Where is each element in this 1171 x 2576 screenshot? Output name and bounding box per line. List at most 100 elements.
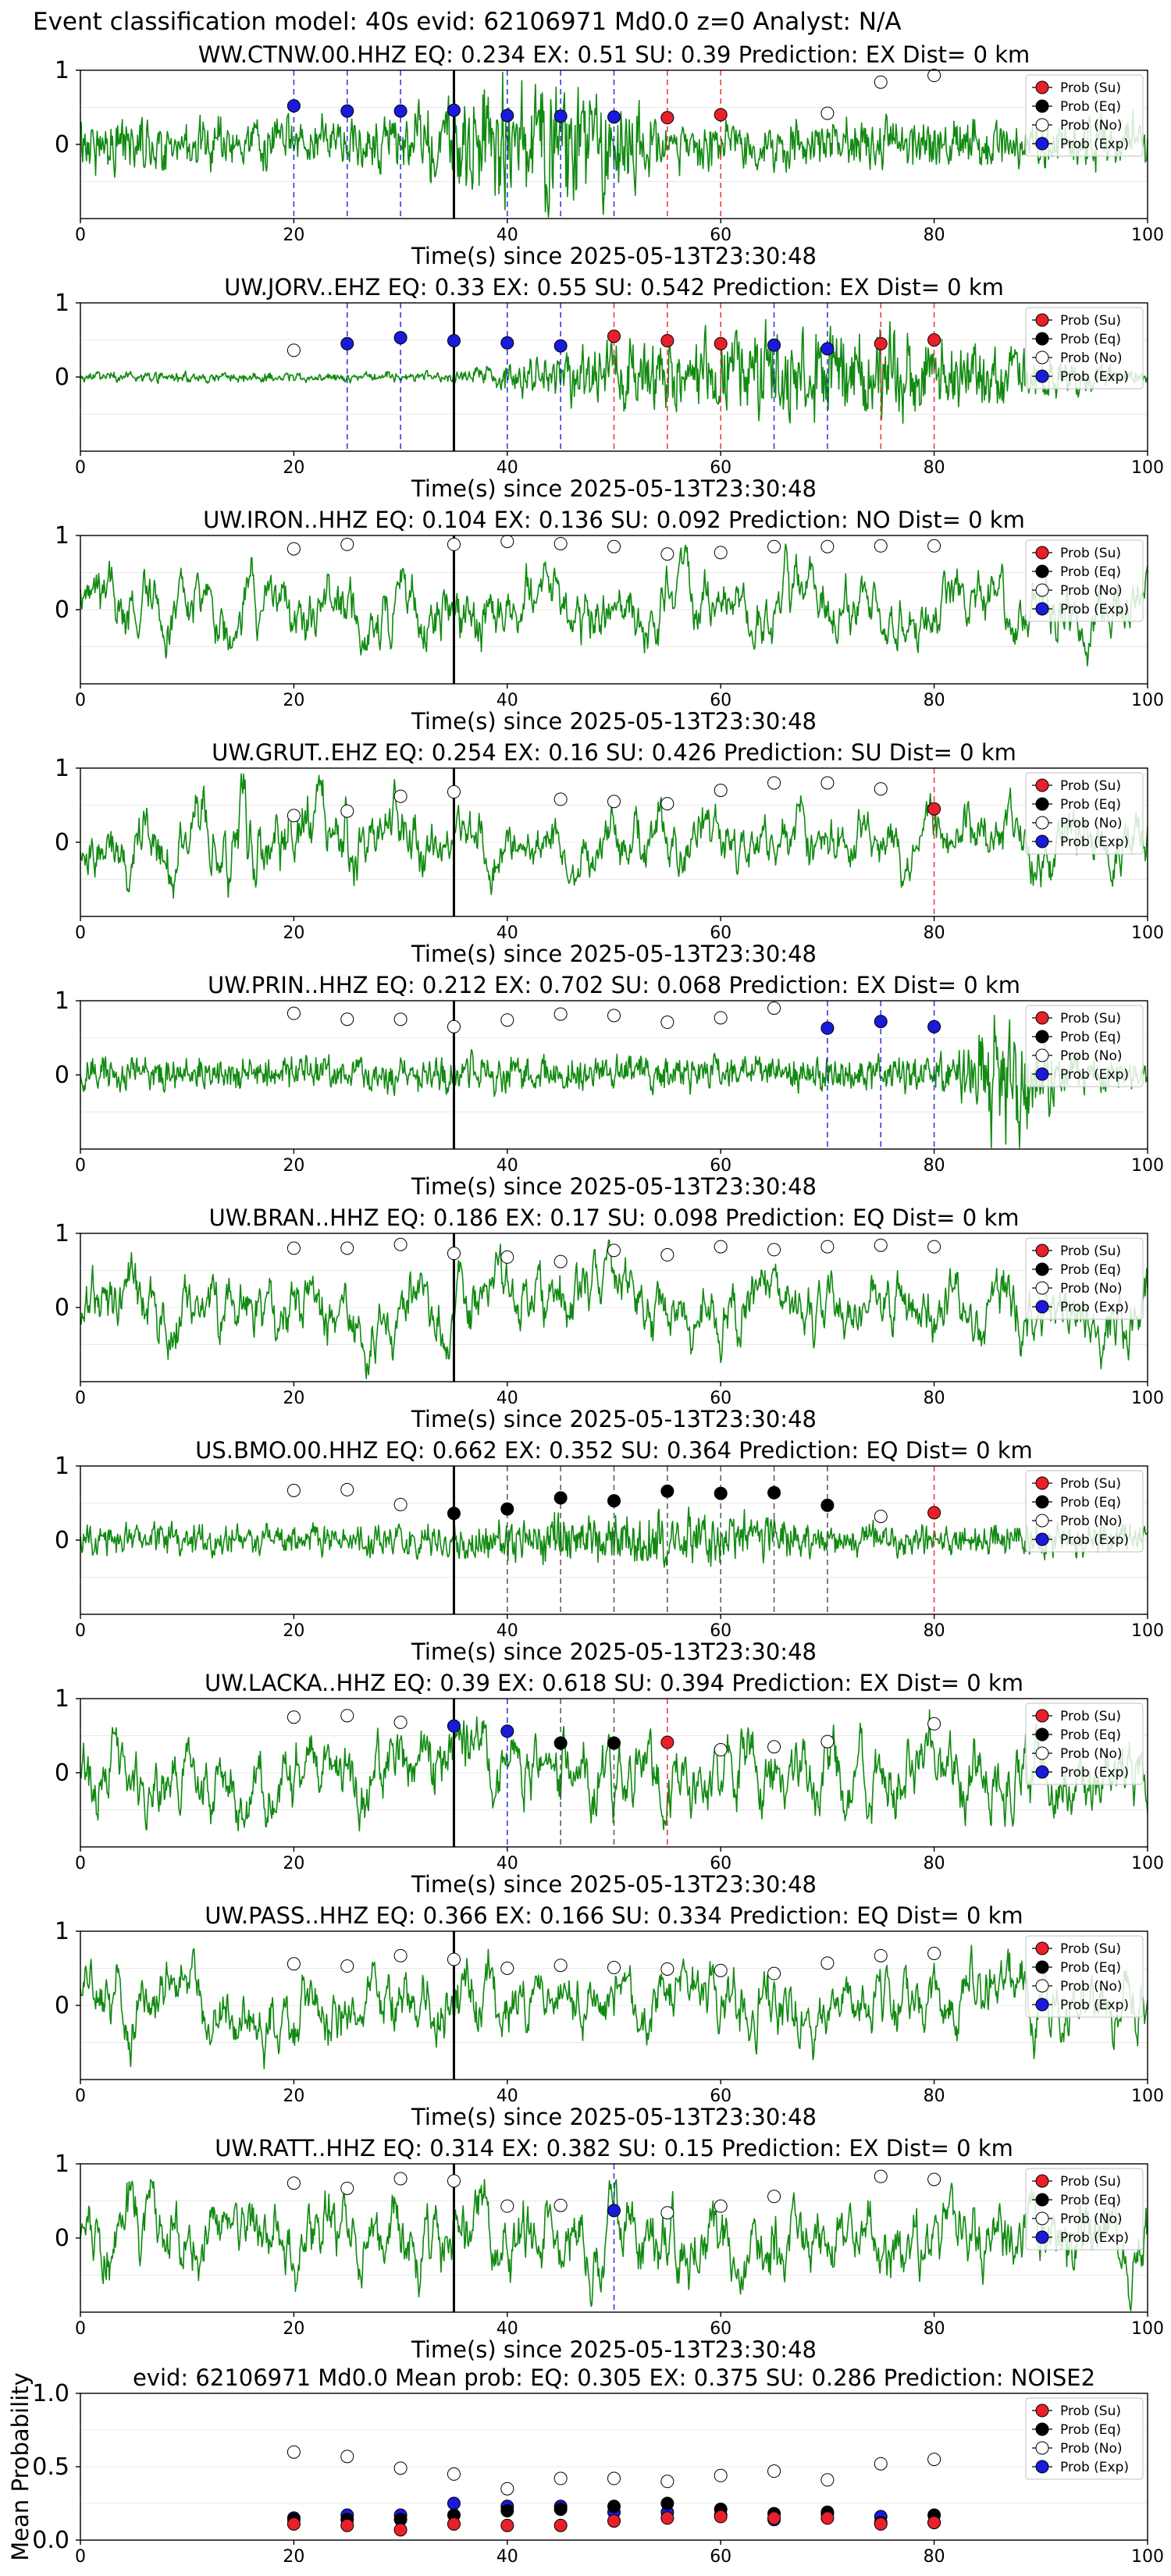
panel-10-legend-box — [1025, 2168, 1144, 2250]
panel-3-ytick-label: 1 — [55, 522, 69, 550]
panel-3-marker-no — [714, 546, 728, 560]
panel-9-ytick-label: 1 — [55, 1918, 69, 1945]
panel-6-xtick-label: 60 — [710, 1389, 731, 1408]
panel-3: UW.IRON..HHZ EQ: 0.104 EX: 0.136 SU: 0.0… — [55, 507, 1164, 735]
panel-2-legend-marker — [1035, 350, 1049, 365]
panel-9: UW.PASS..HHZ EQ: 0.366 EX: 0.166 SU: 0.3… — [55, 1902, 1164, 2130]
panel-6-marker-no — [820, 1240, 835, 1254]
panel-1-ytick-label: 0 — [55, 131, 69, 158]
panel-3-xtick-label: 100 — [1131, 691, 1164, 710]
panel-mean-point-probno — [714, 2468, 728, 2482]
panel-8-xtick-label: 20 — [283, 1854, 304, 1873]
panel-10-title: UW.RATT..HHZ EQ: 0.314 EX: 0.382 SU: 0.1… — [215, 2135, 1013, 2161]
panel-6-xlabel: Time(s) since 2025-05-13T23:30:48 — [411, 1406, 817, 1432]
panel-6-legend-box — [1025, 1237, 1144, 1320]
panel-5-title: UW.PRIN..HHZ EQ: 0.212 EX: 0.702 SU: 0.0… — [208, 972, 1020, 998]
panel-mean-point-probeq — [553, 2503, 568, 2517]
panel-8-marker-eq — [553, 1736, 568, 1750]
panel-2-title: UW.JORV..EHZ EQ: 0.33 EX: 0.55 SU: 0.542… — [224, 274, 1004, 301]
panel-2-xtick-label: 100 — [1131, 458, 1164, 478]
panel-4-marker-no — [767, 776, 781, 790]
panel-10-xtick-label: 40 — [497, 2319, 518, 2339]
panel-mean-point-probsu — [927, 2515, 941, 2529]
panel-9-marker-no — [340, 1959, 354, 1973]
panel-mean-point-probsu — [660, 2511, 674, 2525]
panel-mean-point-probno — [500, 2482, 514, 2496]
panel-mean-legend-marker — [1035, 2460, 1049, 2474]
panel-7-marker-eq — [820, 1498, 835, 1512]
panel-8-marker-no — [767, 1740, 781, 1754]
panel-7-legend-marker — [1035, 1514, 1049, 1528]
panel-2-legend-marker — [1035, 369, 1049, 383]
panel-7-legend-label: Prob (No) — [1060, 1514, 1123, 1529]
panel-4-title: UW.GRUT..EHZ EQ: 0.254 EX: 0.16 SU: 0.42… — [212, 739, 1016, 766]
panel-7-legend-label: Prob (Eq) — [1060, 1495, 1121, 1510]
panel-1-marker-exp — [287, 99, 301, 113]
panel-10-legend-marker — [1035, 2193, 1049, 2207]
panel-mean-xtick-label: 80 — [924, 2547, 945, 2567]
panel-9-legend-label: Prob (No) — [1060, 1979, 1123, 1994]
panel-6-marker-no — [714, 1240, 728, 1254]
panel-mean-legend-marker — [1035, 2403, 1049, 2418]
panel-7-marker-eq — [714, 1486, 728, 1500]
panel-3-legend-label: Prob (No) — [1060, 583, 1123, 599]
panel-9-xlabel: Time(s) since 2025-05-13T23:30:48 — [411, 2104, 817, 2130]
panel-2-legend-label: Prob (Eq) — [1060, 332, 1121, 347]
panel-3-marker-no — [874, 539, 888, 553]
panel-8-marker-no — [340, 1709, 354, 1723]
panel-7-legend-marker — [1035, 1495, 1049, 1509]
panel-1-xlabel: Time(s) since 2025-05-13T23:30:48 — [411, 243, 817, 269]
panel-9-waveform — [80, 1944, 1148, 2069]
panel-mean-point-probsu — [874, 2517, 888, 2531]
panel-5-marker-no — [767, 1002, 781, 1015]
panel-2-xlabel: Time(s) since 2025-05-13T23:30:48 — [411, 475, 817, 502]
panel-7-xtick-label: 80 — [924, 1621, 945, 1641]
panel-10-ytick-label: 1 — [55, 2151, 69, 2178]
panel-1-title: WW.CTNW.00.HHZ EQ: 0.234 EX: 0.51 SU: 0.… — [198, 41, 1030, 68]
panel-4-marker-no — [287, 809, 301, 823]
panel-mean-title: evid: 62106971 Md0.0 Mean prob: EQ: 0.30… — [133, 2364, 1095, 2391]
panel-8-xtick-label: 0 — [75, 1854, 86, 1873]
panel-9-xtick-label: 80 — [924, 2087, 945, 2106]
panel-7-ytick-label: 1 — [55, 1453, 69, 1480]
panel-3-waveform — [80, 543, 1148, 667]
panel-4-xtick-label: 40 — [497, 923, 518, 943]
panel-4-legend-box — [1025, 772, 1144, 855]
panel-3-title: UW.IRON..HHZ EQ: 0.104 EX: 0.136 SU: 0.0… — [203, 507, 1025, 533]
panel-10-marker-no — [287, 2176, 301, 2190]
panel-1-marker-exp — [553, 109, 568, 123]
panel-6-marker-no — [340, 1241, 354, 1255]
panel-3-xtick-label: 0 — [75, 691, 86, 710]
panel-mean-legend-label: Prob (Su) — [1060, 2403, 1121, 2419]
panel-5-legend-label: Prob (Exp) — [1060, 1067, 1129, 1083]
panel-3-legend-marker — [1035, 564, 1049, 578]
panel-3-marker-no — [607, 539, 621, 553]
panel-6: UW.BRAN..HHZ EQ: 0.186 EX: 0.17 SU: 0.09… — [55, 1204, 1164, 1432]
panel-4-ytick-label: 0 — [55, 829, 69, 856]
panel-6-marker-no — [553, 1254, 568, 1268]
panel-2-marker-no — [287, 343, 301, 358]
panel-5-xtick-label: 80 — [924, 1156, 945, 1176]
panel-mean-ytick-label: 0.5 — [32, 2453, 69, 2481]
panel-1-marker-exp — [607, 110, 621, 124]
panel-10-marker-no — [553, 2198, 568, 2212]
panel-7-xtick-label: 100 — [1131, 1621, 1164, 1641]
panel-2-legend-label: Prob (Exp) — [1060, 369, 1129, 385]
panel-6-marker-no — [447, 1247, 461, 1261]
panel-9-xtick-label: 20 — [283, 2087, 304, 2106]
panel-2-marker-su — [874, 336, 888, 350]
panel-2-legend-box — [1025, 307, 1144, 390]
panel-4-marker-no — [340, 804, 354, 818]
panel-5-legend-label: Prob (No) — [1060, 1048, 1123, 1064]
panel-6-legend-marker — [1035, 1300, 1049, 1314]
panel-3-legend-marker — [1035, 602, 1049, 616]
panel-7-title: US.BMO.00.HHZ EQ: 0.662 EX: 0.352 SU: 0.… — [195, 1437, 1033, 1464]
panel-mean-point-probno — [874, 2457, 888, 2471]
panel-6-title: UW.BRAN..HHZ EQ: 0.186 EX: 0.17 SU: 0.09… — [208, 1204, 1019, 1231]
panel-10-marker-no — [340, 2181, 354, 2195]
panel-7-xtick-label: 0 — [75, 1621, 86, 1641]
panel-4-marker-no — [607, 795, 621, 809]
panel-1-legend-box — [1025, 74, 1144, 157]
panel-5-xtick-label: 0 — [75, 1156, 86, 1176]
panel-mean-point-probeq — [660, 2496, 674, 2510]
